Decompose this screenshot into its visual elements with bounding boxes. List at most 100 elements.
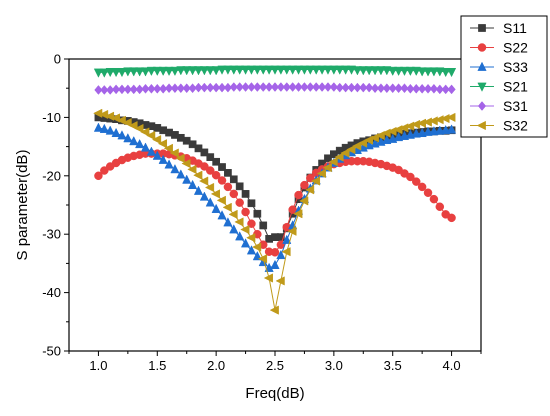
data-point [370, 83, 380, 94]
data-point [241, 190, 250, 198]
data-point [258, 65, 268, 75]
data-point [200, 148, 209, 157]
data-point [111, 67, 121, 78]
data-point [270, 248, 280, 257]
data-point [123, 67, 133, 77]
data-point [441, 84, 450, 95]
x-tick-label: 2.0 [207, 358, 225, 373]
data-point [200, 82, 209, 93]
data-point [164, 66, 174, 77]
data-point [135, 138, 145, 149]
data-point [170, 83, 180, 94]
data-point [206, 153, 215, 161]
y-tick-label: 0 [54, 52, 61, 67]
data-point [317, 65, 327, 75]
data-point [300, 180, 309, 190]
data-point [217, 210, 227, 220]
legend-marker [478, 24, 486, 32]
series-s31 [94, 82, 456, 95]
data-point [240, 238, 251, 248]
data-point [152, 150, 162, 160]
data-point [417, 182, 427, 192]
legend-marker [477, 61, 487, 71]
data-point [100, 166, 109, 175]
data-point [228, 209, 238, 219]
data-point [281, 247, 291, 257]
data-point [229, 224, 239, 234]
data-point [229, 189, 239, 199]
data-point [222, 202, 232, 212]
y-tick-label: -40 [42, 285, 61, 300]
data-point [135, 67, 145, 77]
data-point [146, 66, 157, 77]
data-point [206, 82, 215, 93]
data-point [276, 82, 286, 92]
data-point [163, 143, 173, 153]
data-point [269, 305, 279, 315]
data-point [324, 154, 332, 163]
legend-box [460, 15, 548, 138]
data-point [341, 65, 351, 75]
data-point [94, 85, 103, 95]
data-point [182, 83, 191, 94]
data-point [212, 157, 220, 166]
data-point [182, 174, 192, 184]
legend-label: S22 [503, 40, 528, 56]
data-point [140, 127, 150, 137]
data-point [288, 65, 298, 75]
data-point [323, 65, 333, 75]
data-point [200, 162, 209, 171]
series-layer [93, 65, 457, 315]
data-point [235, 231, 245, 241]
data-point [223, 217, 233, 227]
data-point [347, 82, 356, 93]
data-point [293, 65, 304, 75]
data-point [399, 66, 410, 77]
data-point [370, 66, 380, 76]
data-point [210, 189, 220, 199]
data-point [235, 82, 244, 92]
data-point [412, 83, 421, 94]
legend-marker [477, 43, 487, 52]
data-point [253, 82, 262, 92]
data-point [364, 66, 374, 76]
data-point [276, 249, 286, 260]
data-point [123, 133, 133, 143]
data-point [170, 66, 180, 77]
data-point [353, 82, 362, 93]
x-axis: 1.0 1.5 2.0 2.5 3.0 3.5 4.0 [68, 351, 482, 373]
legend-label: S32 [503, 118, 528, 134]
data-point [105, 67, 115, 78]
data-point [429, 83, 439, 94]
data-point [429, 194, 439, 204]
data-point [169, 148, 179, 158]
data-point [129, 84, 138, 95]
data-point [235, 65, 245, 75]
data-point [181, 158, 191, 169]
data-point [170, 164, 180, 174]
data-point [235, 198, 244, 207]
legend-label: S31 [503, 98, 528, 114]
data-point [435, 67, 445, 77]
data-point [446, 67, 457, 78]
data-point [122, 118, 132, 128]
data-point [199, 191, 209, 201]
data-point [158, 154, 168, 164]
data-point [193, 170, 203, 180]
series-s21 [93, 65, 457, 78]
data-point [99, 123, 109, 133]
legend-marker [477, 82, 487, 92]
data-point [246, 245, 257, 255]
data-point [316, 168, 326, 179]
data-point [216, 195, 226, 205]
data-point [270, 65, 280, 75]
data-point [305, 65, 315, 75]
data-point [446, 124, 457, 134]
data-point [429, 67, 439, 77]
data-point [223, 182, 233, 192]
data-point [294, 82, 303, 92]
y-tick-label: -30 [42, 227, 61, 242]
data-point [117, 130, 127, 140]
data-point [105, 125, 115, 135]
data-point [334, 152, 344, 162]
